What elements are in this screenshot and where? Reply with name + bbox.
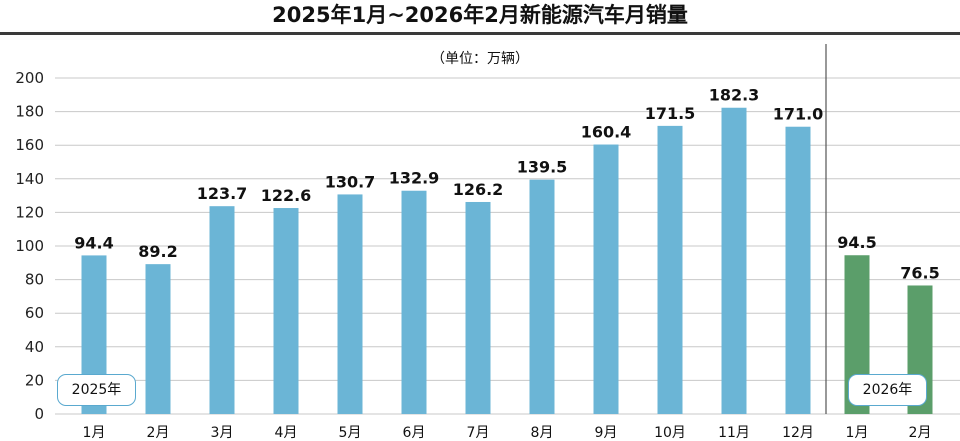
x-tick-label: 7月 (467, 425, 490, 441)
x-tick-label: 1月 (846, 425, 869, 441)
x-tick-label: 1月 (83, 425, 106, 441)
value-label: 76.5 (900, 263, 939, 282)
value-label: 126.2 (453, 180, 504, 199)
bar (401, 190, 427, 414)
value-label: 89.2 (138, 242, 177, 261)
value-label: 139.5 (517, 158, 568, 177)
chart-title: 2025年1月~2026年2月新能源汽车月销量 (272, 3, 688, 27)
bar (657, 125, 683, 414)
bar (337, 194, 363, 414)
bar (721, 107, 747, 415)
bar (465, 201, 491, 414)
y-tick-label: 0 (34, 405, 44, 423)
bar (529, 179, 555, 414)
bar (145, 264, 171, 414)
x-tick-label: 11月 (718, 425, 750, 441)
x-tick-label: 3月 (211, 425, 234, 441)
value-label: 123.7 (197, 184, 248, 203)
x-tick-label: 10月 (654, 425, 686, 441)
value-label: 171.0 (773, 105, 824, 124)
title-divider (0, 32, 960, 35)
x-tick-label: 8月 (531, 425, 554, 441)
grid-layer (55, 44, 960, 415)
value-label: 130.7 (325, 172, 376, 191)
x-tick-label: 12月 (782, 425, 814, 441)
value-label: 171.5 (645, 104, 696, 123)
bar (209, 206, 235, 414)
y-tick-label: 20 (25, 371, 44, 389)
y-tick-label: 200 (15, 69, 44, 87)
value-label: 160.4 (581, 123, 632, 142)
year-tag-2025: 2025年 (57, 374, 136, 406)
value-label: 94.4 (74, 233, 113, 252)
x-tick-label: 2月 (147, 425, 170, 441)
unit-label: （单位：万辆） (431, 51, 529, 67)
y-tick-label: 140 (15, 170, 44, 188)
y-tick-label: 160 (15, 136, 44, 154)
x-tick-label: 2月 (909, 425, 932, 441)
value-label: 94.5 (837, 233, 876, 252)
x-tick-label: 5月 (339, 425, 362, 441)
bar (593, 144, 619, 414)
label-layer: 0 20 40 60 80 100 120 140 160 180 200 94.4 1月 89.2 2月 1… (15, 69, 939, 441)
value-label: 132.9 (389, 169, 440, 188)
x-tick-label: 6月 (403, 425, 426, 441)
y-tick-label: 80 (25, 271, 44, 289)
bar (273, 208, 299, 414)
y-tick-label: 60 (25, 304, 44, 322)
value-label: 182.3 (709, 86, 760, 105)
y-tick-label: 180 (15, 103, 44, 121)
x-tick-label: 4月 (275, 425, 298, 441)
bar-layer (81, 107, 933, 415)
year-tag-2026: 2026年 (848, 374, 927, 406)
y-tick-label: 120 (15, 203, 44, 221)
y-tick-label: 100 (15, 237, 44, 255)
bar (785, 126, 811, 414)
x-tick-label: 9月 (595, 425, 618, 441)
value-label: 122.6 (261, 186, 312, 205)
y-tick-label: 40 (25, 338, 44, 356)
